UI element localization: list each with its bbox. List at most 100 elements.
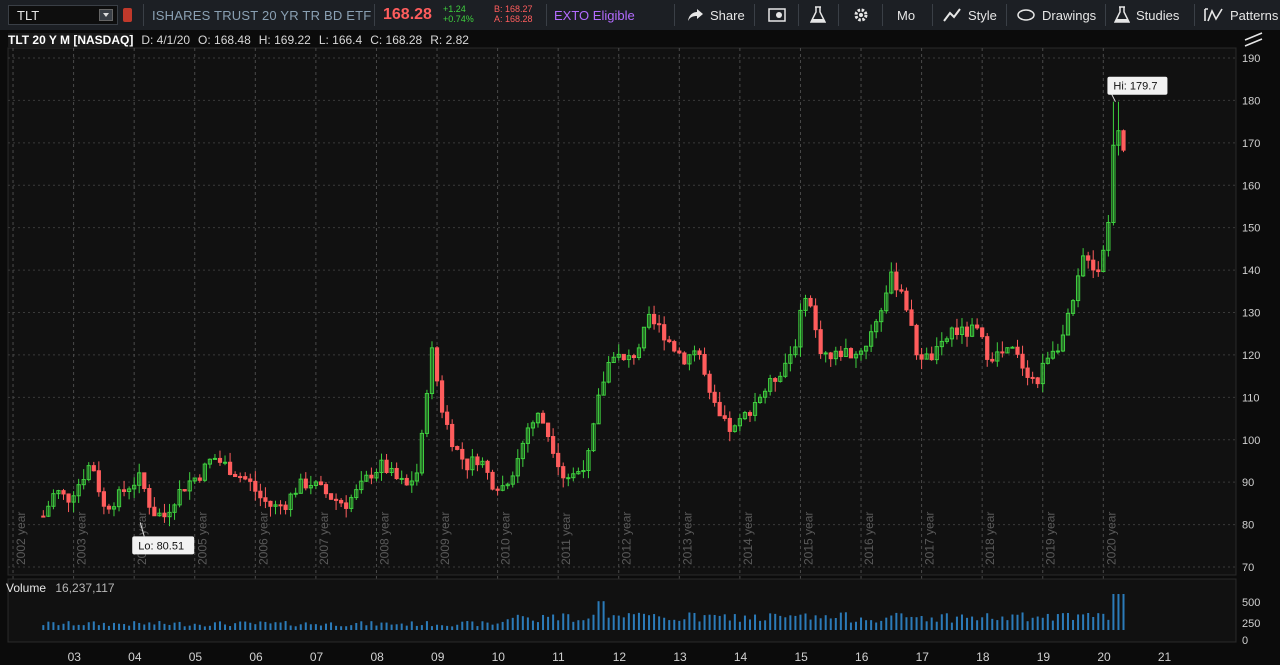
- candle-body: [641, 326, 647, 349]
- candle-body: [858, 350, 864, 355]
- link-icon[interactable]: [123, 8, 132, 22]
- volume-bar: [1112, 594, 1115, 630]
- candle-body: [101, 491, 106, 507]
- volume-bar: [1036, 616, 1039, 630]
- flask-button[interactable]: [810, 0, 832, 30]
- drawings-button[interactable]: Drawings: [1016, 0, 1096, 30]
- volume-bar: [839, 612, 842, 630]
- candle-body: [944, 338, 949, 342]
- time-tick-label: 06: [249, 650, 263, 664]
- year-label: 2016 year: [862, 512, 876, 565]
- volume-bar: [314, 624, 317, 630]
- candle-body: [702, 353, 707, 375]
- share-button[interactable]: Share: [686, 0, 745, 30]
- volume-bar: [784, 617, 787, 630]
- ask-value: A: 168.28: [494, 14, 533, 24]
- volume-bar: [1092, 616, 1095, 630]
- volume-bar: [511, 617, 514, 630]
- candle-body: [1065, 312, 1071, 336]
- volume-bar: [991, 618, 994, 630]
- volume-bar: [557, 620, 560, 630]
- candle-body: [1040, 362, 1045, 385]
- year-label: 2014 year: [741, 512, 755, 565]
- candle-body: [127, 488, 132, 492]
- candle-body: [51, 493, 56, 507]
- chart-settings-button[interactable]: [768, 0, 792, 30]
- candle-body: [344, 502, 349, 509]
- volume-bar: [935, 621, 938, 630]
- settings-button[interactable]: [852, 0, 876, 30]
- time-tick-label: 11: [552, 650, 565, 664]
- volume-bar: [254, 624, 257, 630]
- volume-bar: [324, 623, 327, 630]
- candle-body: [162, 512, 167, 518]
- patterns-button[interactable]: Patterns: [1204, 0, 1278, 30]
- candle-body: [843, 348, 848, 358]
- volume-bar: [748, 619, 751, 630]
- candle-body: [616, 353, 621, 358]
- volume-bar: [698, 621, 701, 630]
- candle-body: [586, 450, 591, 472]
- symbol-text: TLT: [17, 8, 40, 23]
- candle-body: [1116, 130, 1121, 146]
- volume-bar: [420, 625, 423, 630]
- volume-bar: [42, 625, 45, 630]
- symbol-selector[interactable]: TLT: [8, 5, 118, 25]
- volume-bar: [451, 626, 454, 630]
- divider: [374, 4, 375, 26]
- volume-bar: [865, 620, 868, 630]
- time-tick-label: 12: [613, 650, 627, 664]
- volume-bar: [860, 617, 863, 630]
- price-panel: [7, 47, 1237, 576]
- candle-body: [137, 472, 142, 486]
- candle-body: [520, 442, 525, 460]
- volume-bar: [436, 624, 439, 630]
- candle-body: [697, 350, 702, 355]
- candle-body: [939, 340, 944, 348]
- candle-body: [1096, 269, 1101, 273]
- volume-bar: [703, 615, 706, 630]
- volume-bar: [264, 621, 267, 630]
- volume-bar: [834, 617, 837, 630]
- divider: [882, 4, 883, 26]
- volume-bar: [92, 621, 95, 630]
- candle-body: [293, 492, 298, 495]
- year-label: 2006 year: [256, 512, 270, 565]
- candle-body: [909, 309, 914, 326]
- chevron-down-icon[interactable]: [99, 9, 113, 21]
- candle-body: [192, 477, 197, 482]
- volume-bar: [890, 615, 893, 630]
- studies-button[interactable]: Studies: [1114, 0, 1179, 30]
- time-tick-label: 10: [492, 650, 506, 664]
- hi-annotation-box: [1107, 76, 1168, 95]
- time-tick-label: 03: [68, 650, 82, 664]
- style-button[interactable]: Style: [942, 0, 997, 30]
- chart-tools-icon[interactable]: [1244, 32, 1263, 47]
- volume-bar: [658, 616, 661, 630]
- candle-body: [924, 353, 929, 360]
- candle-body: [657, 323, 662, 326]
- volume-bar: [587, 618, 590, 630]
- volume-bar: [799, 614, 802, 630]
- patterns-icon: [1204, 8, 1223, 22]
- volume-bar: [102, 622, 105, 630]
- volume-bar: [123, 624, 126, 630]
- volume-panel: [7, 578, 1237, 643]
- volume-bar: [1102, 613, 1105, 630]
- candle-body: [384, 459, 389, 473]
- aggregation-button[interactable]: Mo: [897, 0, 915, 30]
- volume-bar: [57, 625, 60, 630]
- volume-bar: [405, 625, 408, 630]
- volume-bar: [880, 620, 883, 630]
- volume-bar: [733, 614, 736, 630]
- candle-body: [167, 511, 172, 518]
- style-icon: [943, 8, 961, 22]
- candle-body: [66, 493, 71, 503]
- chart-settings-icon: [768, 8, 786, 22]
- year-label: 2015 year: [801, 512, 815, 565]
- candle-body: [76, 484, 81, 497]
- candle-body: [318, 481, 324, 486]
- drawings-label: Drawings: [1042, 7, 1097, 23]
- candle-body: [268, 500, 273, 507]
